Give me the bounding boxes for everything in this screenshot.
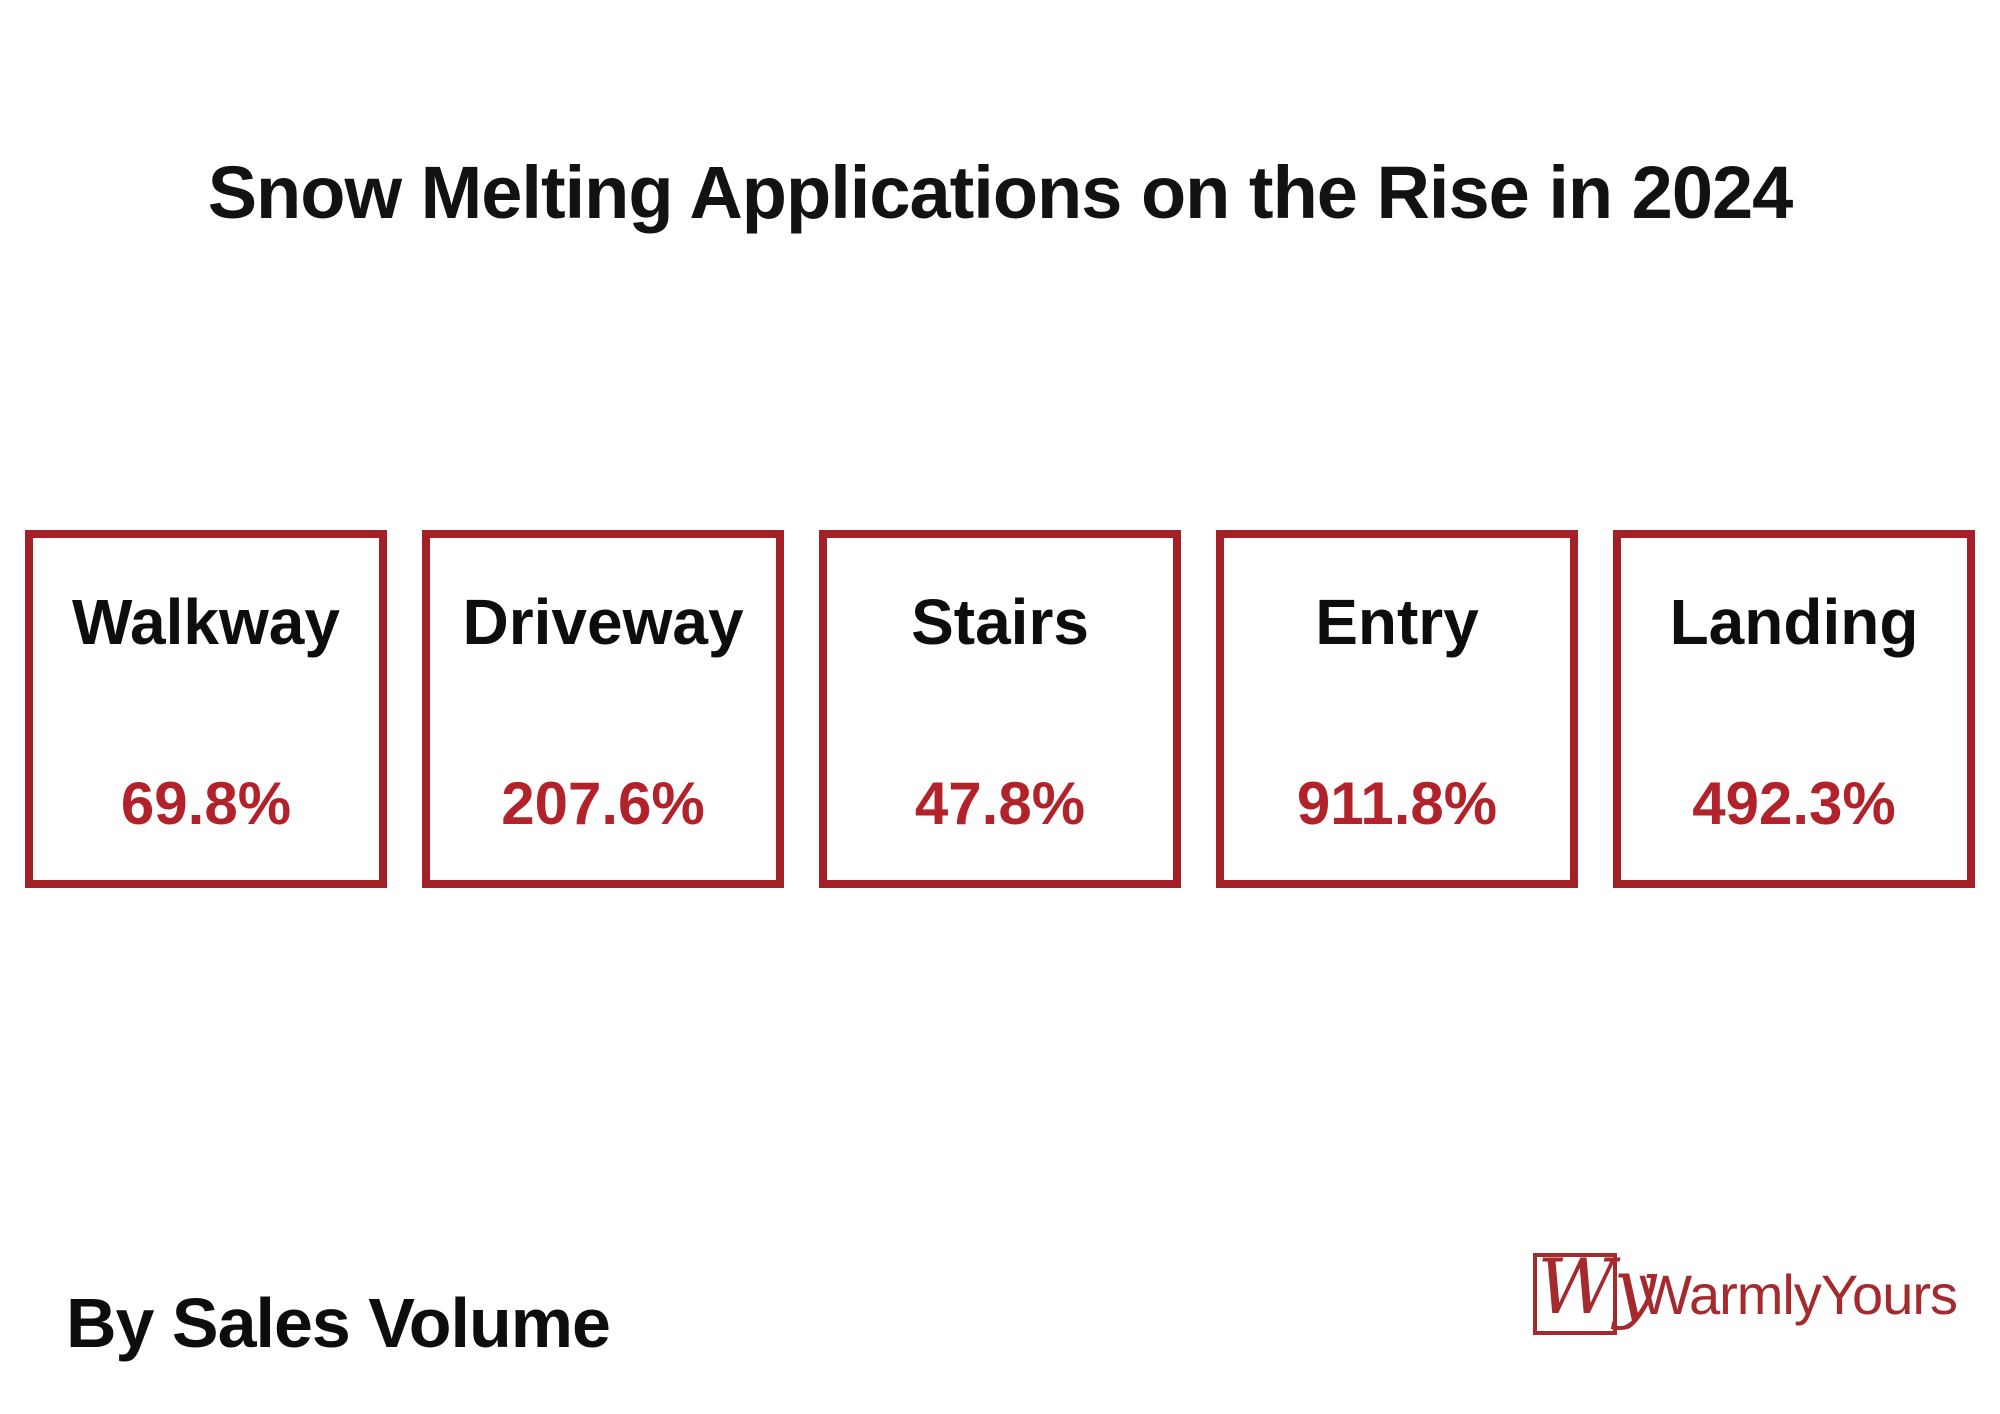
warmlyyours-wordmark: WarmlyYours: [1639, 1262, 1958, 1326]
card-landing: Landing 492.3%: [1613, 530, 1975, 888]
footer-caption: By Sales Volume: [66, 1284, 611, 1362]
monogram-letters: Wy: [1537, 1242, 1657, 1331]
card-value: 69.8%: [120, 770, 292, 837]
card-value: 47.8%: [914, 770, 1086, 837]
card-value: 492.3%: [1692, 770, 1896, 837]
card-entry: Entry 911.8%: [1216, 530, 1578, 888]
kpi-cards-row: Walkway 69.8% Driveway 207.6% Stairs 47.…: [25, 530, 1975, 888]
card-value: 911.8%: [1296, 770, 1498, 837]
card-stairs: Stairs 47.8%: [819, 530, 1181, 888]
warmlyyours-logo: Wy WarmlyYours: [1533, 1242, 1958, 1335]
page-title: Snow Melting Applications on the Rise in…: [207, 150, 1794, 234]
card-value: 207.6%: [501, 770, 705, 837]
card-label: Driveway: [462, 586, 744, 658]
card-label: Landing: [1669, 586, 1919, 658]
warmlyyours-monogram-icon: Wy: [1533, 1242, 1657, 1335]
card-label: Entry: [1315, 586, 1479, 658]
card-walkway: Walkway 69.8%: [25, 530, 387, 888]
card-label: Stairs: [911, 586, 1089, 658]
card-driveway: Driveway 207.6%: [422, 530, 784, 888]
card-label: Walkway: [72, 586, 340, 658]
